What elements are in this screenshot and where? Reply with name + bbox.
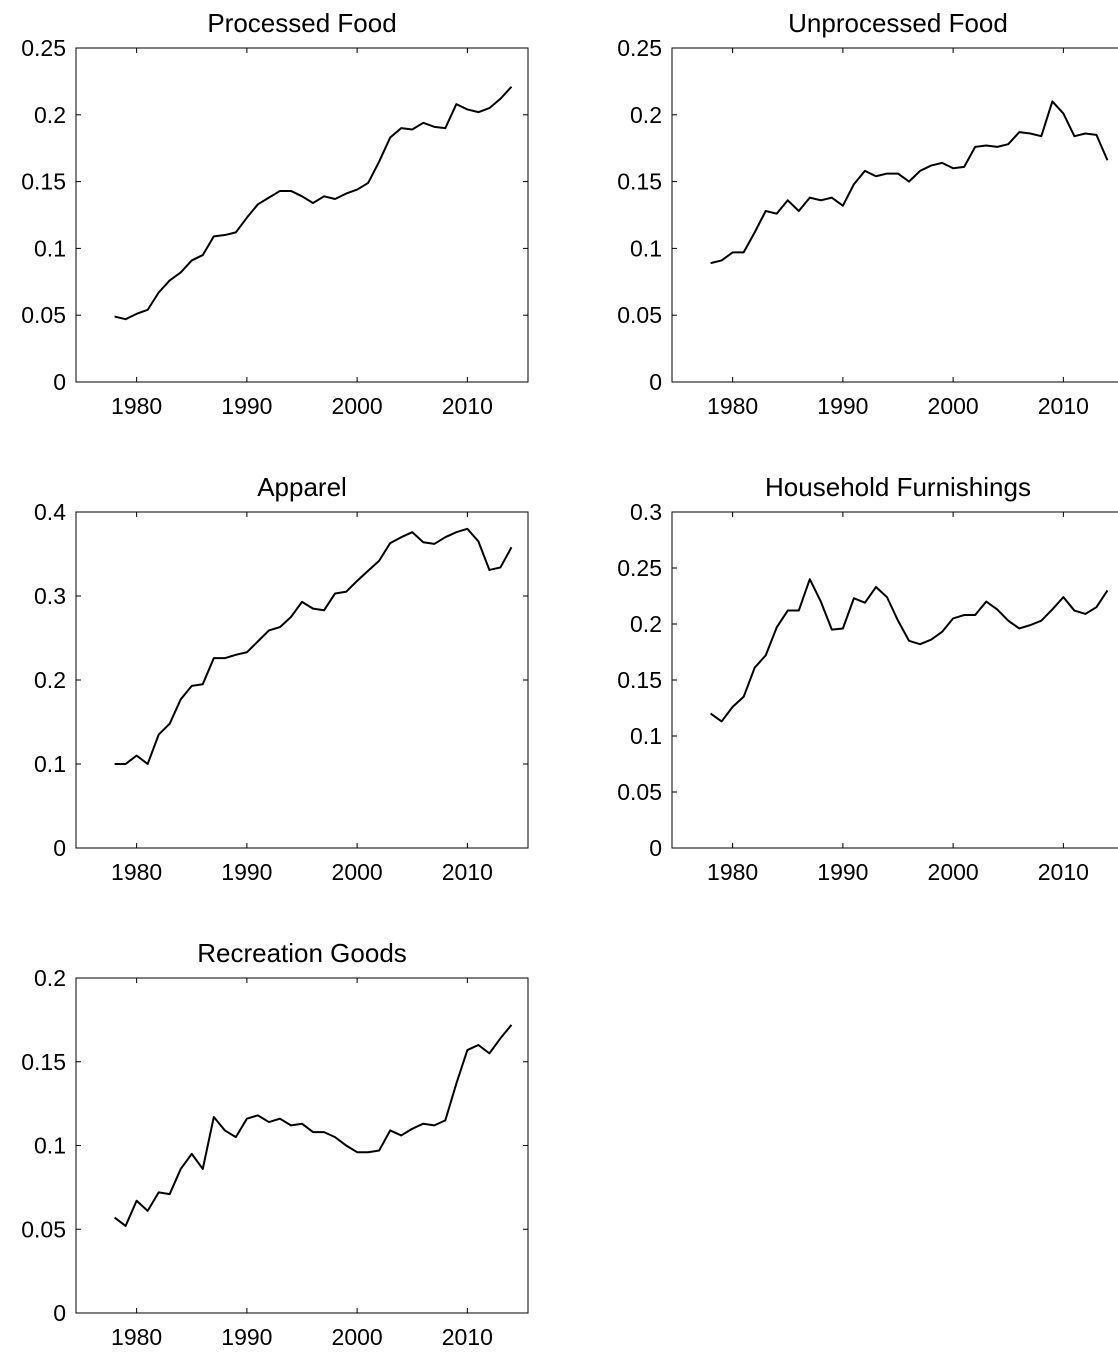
y-tick-label: 0.4 <box>34 499 66 525</box>
axes-box <box>671 511 1118 849</box>
plot-area <box>672 48 1118 382</box>
y-tick-label: 0.05 <box>617 779 662 805</box>
y-tick-label: 0 <box>53 835 66 861</box>
y-tick-label: 0.05 <box>21 302 66 328</box>
y-tick-label: 0.1 <box>630 723 662 749</box>
axes-box <box>75 47 529 383</box>
chart-title: Apparel <box>257 472 347 502</box>
y-tick-label: 0.2 <box>34 102 66 128</box>
chart-title: Household Furnishings <box>765 472 1031 502</box>
y-tick-label: 0.2 <box>630 102 662 128</box>
y-tick-label: 0.3 <box>630 499 662 525</box>
y-tick-label: 0.2 <box>34 965 66 991</box>
x-tick-label: 2000 <box>332 393 383 419</box>
x-tick-label: 2010 <box>1038 393 1089 419</box>
x-tick-label: 1980 <box>707 393 758 419</box>
subplot: Processed Food 0 0.05 0.1 0.15 0.2 0.25 1980 199… <box>21 8 529 419</box>
x-tick-label: 2000 <box>928 393 979 419</box>
data-line <box>114 527 513 765</box>
subplot: Household Furnishings 0 0.05 0.1 0.15 0.2 0.25… <box>617 472 1118 885</box>
y-tick-label: 0.25 <box>21 35 66 61</box>
x-tick-label: 1980 <box>111 1324 162 1350</box>
y-tick-label: 0.2 <box>34 667 66 693</box>
y-tick-label: 0 <box>649 369 662 395</box>
x-tick-label: 2010 <box>442 859 493 885</box>
axes-box <box>75 511 529 849</box>
y-tick-label: 0.15 <box>21 1049 66 1075</box>
x-tick-label: 2010 <box>1038 859 1089 885</box>
x-tick-label: 1990 <box>221 393 272 419</box>
y-tick-label: 0.05 <box>21 1216 66 1242</box>
subplot: Recreation Goods 0 0.05 0.1 0.15 0.2 1980 1990 2… <box>21 938 529 1350</box>
y-tick-label: 0.25 <box>617 555 662 581</box>
y-tick-label: 0.15 <box>617 169 662 195</box>
axes-box <box>671 47 1118 383</box>
x-tick-label: 2010 <box>442 1324 493 1350</box>
x-tick-label: 1990 <box>221 1324 272 1350</box>
axes-box <box>75 977 529 1314</box>
y-tick-label: 0.25 <box>617 35 662 61</box>
x-tick-label: 1980 <box>707 859 758 885</box>
x-tick-label: 2010 <box>442 393 493 419</box>
y-tick-label: 0.1 <box>34 1133 66 1159</box>
y-tick-label: 0.15 <box>21 169 66 195</box>
x-tick-label: 1990 <box>221 859 272 885</box>
data-line <box>710 578 1109 723</box>
x-tick-label: 1980 <box>111 393 162 419</box>
x-tick-label: 1990 <box>817 859 868 885</box>
x-tick-label: 2000 <box>332 1324 383 1350</box>
subplot: Apparel 0 0.1 0.2 0.3 0.4 1980 1990 2000 2010 <box>34 472 529 885</box>
y-tick-label: 0 <box>53 1300 66 1326</box>
data-line <box>710 100 1109 265</box>
y-tick-label: 0.2 <box>630 611 662 637</box>
data-line <box>114 86 513 321</box>
x-tick-label: 1980 <box>111 859 162 885</box>
x-tick-label: 2000 <box>332 859 383 885</box>
plot-area <box>672 512 1118 848</box>
plot-area <box>76 978 528 1313</box>
y-tick-label: 0.3 <box>34 583 66 609</box>
data-line <box>113 1024 513 1227</box>
x-tick-label: 1990 <box>817 393 868 419</box>
chart-title: Processed Food <box>207 8 396 38</box>
y-tick-label: 0.1 <box>34 751 66 777</box>
plot-area <box>76 48 528 382</box>
y-tick-label: 0.1 <box>630 235 662 261</box>
y-tick-label: 0.1 <box>34 235 66 261</box>
x-tick-label: 2000 <box>928 859 979 885</box>
y-tick-label: 0.15 <box>617 667 662 693</box>
y-tick-label: 0 <box>649 835 662 861</box>
y-tick-label: 0 <box>53 369 66 395</box>
chart-title: Recreation Goods <box>197 938 407 968</box>
chart-title: Unprocessed Food <box>788 8 1008 38</box>
subplot: Unprocessed Food 0 0.05 0.1 0.15 0.2 0.25 1980 1… <box>617 8 1118 419</box>
y-tick-label: 0.05 <box>617 302 662 328</box>
plot-area <box>76 512 528 848</box>
